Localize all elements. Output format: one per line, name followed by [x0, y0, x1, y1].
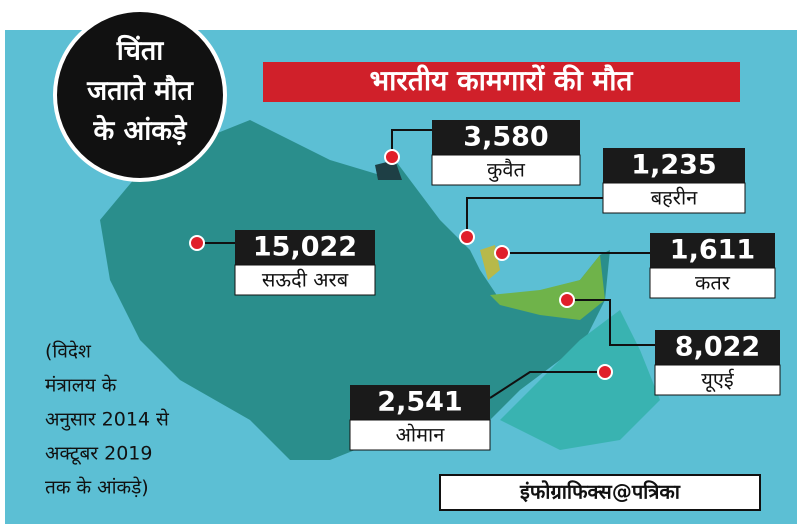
note-line: (विदेश [45, 340, 92, 363]
note-line: मंत्रालय के [45, 374, 117, 397]
value-label: 1,611 [670, 235, 755, 266]
value-box [235, 230, 375, 265]
value-label: 1,235 [631, 150, 716, 181]
value-box [650, 233, 775, 268]
value-box [432, 120, 580, 155]
value-label: 8,022 [675, 332, 760, 363]
country-name: बहरीन [651, 186, 698, 210]
name-box [602, 182, 746, 214]
title: भारतीय कामगारों की मौत [369, 64, 633, 97]
name-box [649, 267, 776, 299]
badge-circle [53, 8, 227, 182]
country-name: ओमान [396, 423, 446, 447]
value-label: 15,022 [253, 232, 357, 263]
name-box [654, 364, 781, 396]
location-dot [459, 229, 475, 245]
credit-box [439, 474, 761, 511]
name-box [349, 419, 491, 451]
value-box [350, 385, 490, 420]
location-dot [494, 245, 510, 261]
note-line: अनुसार 2014 से [45, 408, 170, 432]
location-dot [384, 149, 400, 165]
kuwait-land [375, 160, 402, 180]
country-name: यूएई [701, 368, 735, 393]
value-box [655, 330, 780, 365]
badge-line: चिंता [116, 35, 165, 67]
value-label: 2,541 [377, 387, 462, 418]
value-label: 3,580 [463, 122, 548, 153]
location-dot [559, 292, 575, 308]
connector [466, 197, 603, 237]
name-box [431, 154, 581, 186]
credit: इंफोग्राफिक्स@पत्रिका [519, 480, 681, 504]
badge-line: जताते मौत [86, 75, 194, 107]
uae-land [490, 255, 605, 320]
location-dot [597, 364, 613, 380]
note-line: तक के आंकड़े) [45, 476, 149, 499]
location-dot [189, 235, 205, 251]
value-box [603, 148, 745, 183]
connector [489, 371, 605, 399]
note-line: अक्टूबर 2019 [45, 443, 152, 466]
connector [391, 129, 432, 157]
badge-line: के आंकड़े [93, 115, 188, 147]
title-box [263, 62, 740, 102]
connector [567, 299, 655, 346]
country-name: कतर [695, 271, 731, 295]
country-name: सऊदी अरब [262, 268, 349, 292]
country-name: कुवैत [487, 158, 525, 183]
name-box [234, 264, 376, 296]
